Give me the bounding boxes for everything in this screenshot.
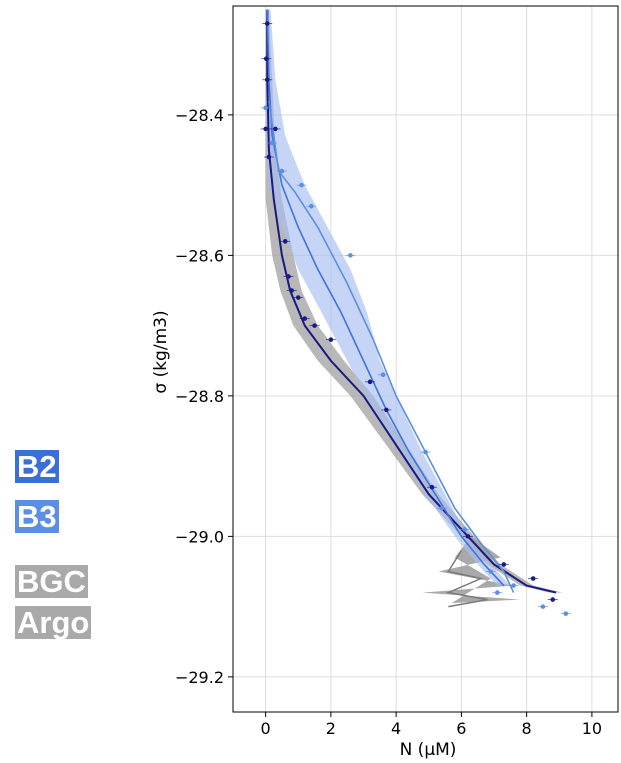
x-tick-label: 4: [391, 719, 401, 738]
x-tick-label: 2: [326, 719, 336, 738]
legend-argo: Argo: [15, 605, 92, 640]
x-tick-label: 0: [261, 719, 271, 738]
point-b2: [295, 295, 301, 300]
point-b2: [263, 56, 269, 61]
x-tick-label: 6: [456, 719, 466, 738]
legend-bgc: BGC: [15, 564, 88, 599]
point-b3: [488, 569, 494, 574]
confidence-bands: [265, 9, 563, 604]
point-b3: [563, 611, 569, 616]
line-b2: [266, 9, 557, 594]
point-b2: [328, 337, 334, 342]
point-b2: [282, 239, 288, 244]
point-b2: [501, 562, 507, 567]
argo-band: [422, 536, 521, 604]
series-lines: [266, 9, 557, 608]
point-b3: [423, 449, 428, 455]
line-b3-raw: [268, 100, 515, 593]
y-tick-label: −28.4: [175, 106, 224, 125]
axis-ticks: 0 2 4 6 8 10 −28.4 −28.6 −28.8 −29.0 −29.2: [175, 106, 602, 738]
x-tick-label: 10: [582, 719, 602, 738]
point-b2: [266, 154, 272, 160]
point-b2: [312, 323, 317, 328]
data-points: [260, 21, 571, 616]
point-b3: [263, 105, 268, 111]
point-b3: [439, 505, 445, 511]
y-axis-label: σ (kg/m3): [151, 310, 171, 393]
point-b2: [530, 576, 536, 581]
point-b2: [429, 484, 435, 490]
x-tick-label: 8: [522, 719, 532, 738]
point-b2: [263, 126, 268, 132]
y-tick-label: −28.6: [175, 246, 224, 265]
grid: [233, 6, 618, 712]
band-b3: [265, 9, 511, 586]
legend-b3: B3: [15, 499, 59, 534]
point-b2: [302, 316, 308, 321]
point-b2: [286, 274, 291, 279]
point-b2: [289, 288, 295, 293]
point-b2: [384, 407, 389, 413]
point-b2: [367, 379, 373, 385]
band-b2: [265, 9, 563, 593]
point-b2: [273, 126, 278, 132]
point-b3: [309, 203, 314, 209]
point-b3: [299, 182, 304, 188]
point-b3: [540, 604, 546, 609]
plot-frame: [232, 5, 619, 713]
point-b2: [465, 534, 471, 539]
point-b2: [550, 597, 556, 602]
point-b3: [494, 590, 500, 595]
point-b3: [511, 583, 516, 588]
y-tick-label: −28.8: [175, 387, 224, 406]
y-tick-label: −29.0: [175, 527, 224, 546]
point-b2: [264, 21, 270, 26]
point-b3: [279, 168, 285, 174]
y-tick-label: −29.2: [175, 668, 224, 687]
point-b2: [264, 77, 270, 83]
point-b3: [269, 140, 275, 146]
argo-line: [445, 550, 488, 608]
x-axis-label: N (μM): [400, 740, 457, 760]
point-b3: [380, 372, 386, 378]
legend-b2: B2: [15, 449, 59, 484]
point-b3: [348, 253, 353, 258]
point-b3: [462, 527, 467, 532]
